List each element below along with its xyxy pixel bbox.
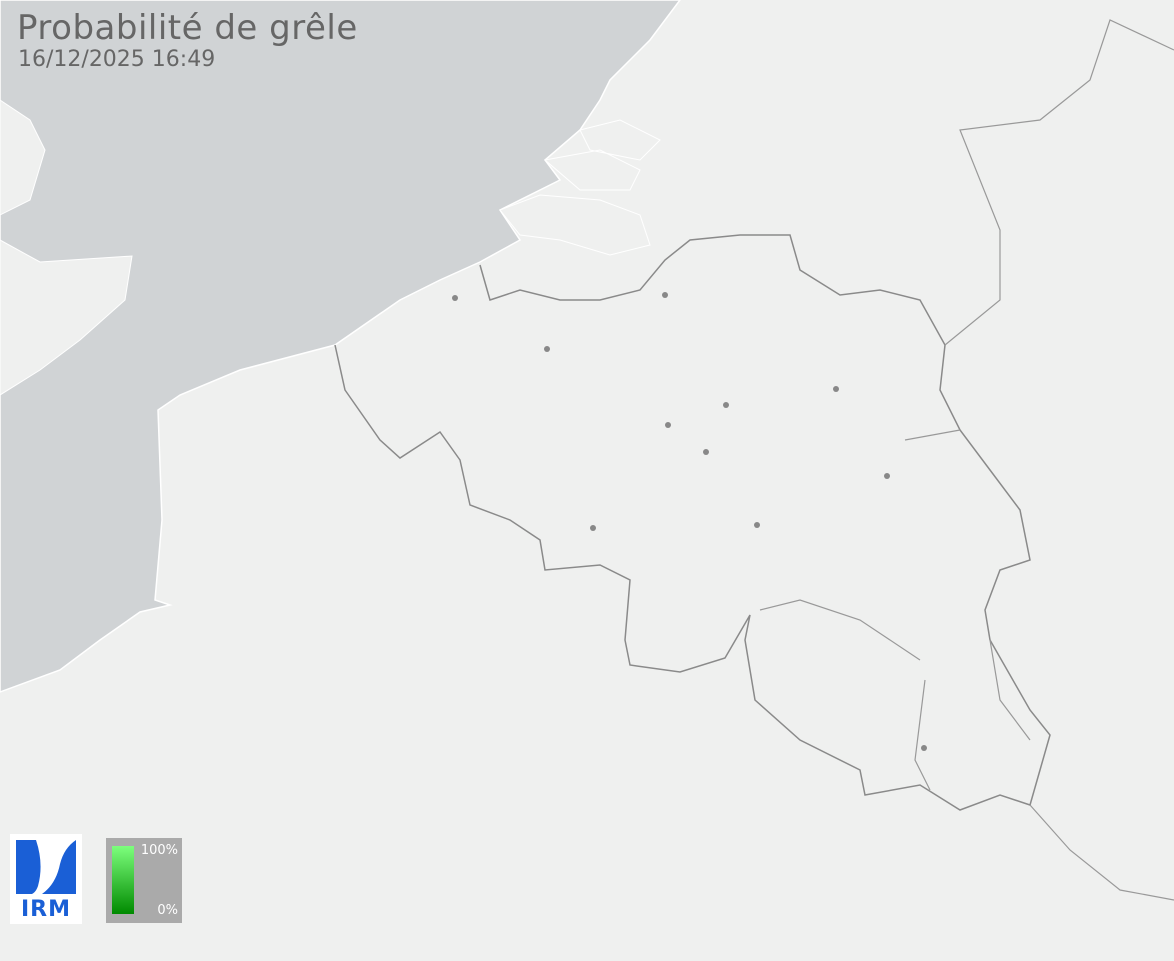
legend-min-label: 0%: [157, 903, 178, 918]
zeeland-islands: [499, 119, 661, 256]
england-land: [0, 99, 133, 396]
legend-max-label: 100%: [140, 843, 178, 858]
belgium-border: [334, 234, 1051, 811]
cities: [452, 292, 927, 751]
sea: [0, 0, 681, 693]
irm-logo-text: IRM: [20, 897, 72, 922]
map-timestamp: 16/12/2025 16:49: [18, 47, 216, 72]
city-dot: [921, 745, 927, 751]
city-dot: [662, 292, 668, 298]
city-dot: [665, 422, 671, 428]
irm-logo: IRM: [10, 834, 82, 924]
irm-logo-icon: [16, 840, 76, 894]
city-dot: [884, 473, 890, 479]
other-borders: [759, 19, 1174, 901]
city-dot: [723, 402, 729, 408]
legend-gradient-bar: [112, 846, 134, 914]
city-dot: [754, 522, 760, 528]
city-dot: [590, 525, 596, 531]
city-dot: [544, 346, 550, 352]
city-dot: [452, 295, 458, 301]
city-dot: [703, 449, 709, 455]
map-title: Probabilité de grêle: [17, 8, 358, 48]
probability-legend: 100% 0%: [106, 838, 182, 923]
city-dot: [833, 386, 839, 392]
